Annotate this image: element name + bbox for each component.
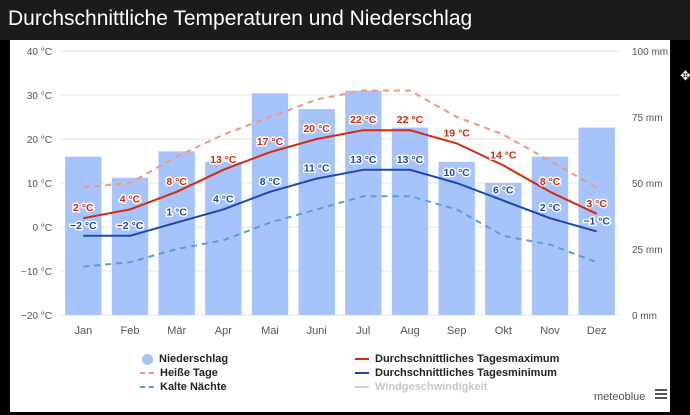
page-title: Durchschnittliche Temperaturen und Niede…	[8, 7, 473, 30]
precip-bar	[251, 93, 289, 315]
tmax-data-label: 2 °C	[73, 202, 94, 214]
legend: Niederschlag Heiße Tage Kalte Nächte Durchs…	[10, 40, 670, 412]
cold-series-line	[83, 195, 598, 268]
precip-bar	[391, 127, 429, 315]
legend-label: Heiße Tage	[160, 367, 218, 380]
legend-symbol	[355, 386, 369, 389]
x-tick-label: Feb	[121, 325, 140, 337]
legend-symbol	[355, 372, 369, 375]
legend-label: Kalte Nächte	[160, 381, 227, 394]
tmin-data-label: −2 °C	[117, 220, 144, 232]
y-right-tick-label: 0 mm	[632, 311, 657, 322]
tmin-data-label: 8 °C	[260, 176, 281, 188]
y-left-tick-label: 0 °C	[32, 223, 52, 234]
tmax-data-label: 22 °C	[397, 114, 424, 126]
y-right-tick-label: 100 mm	[632, 47, 668, 58]
move-cursor-icon: ✥	[680, 68, 690, 83]
x-tick-label: Jan	[74, 325, 92, 337]
tmin-data-label: 10 °C	[443, 167, 470, 179]
x-tick-label: Jul	[356, 325, 370, 337]
tmax-data-label: 22 °C	[350, 114, 377, 126]
x-tick-label: Mär	[167, 325, 186, 337]
x-tick-label: Apr	[215, 325, 232, 337]
legend-symbol	[140, 372, 154, 375]
precip-bar	[111, 177, 149, 315]
tmin-data-label: 1 °C	[166, 207, 187, 219]
legend-symbol	[355, 358, 369, 361]
chart-svg: −20 °C −10 °C 0 °C 10 °C 20 °C 30 °C 40 °C 0 mm…	[21, 47, 668, 337]
tmin-data-label: 13 °C	[397, 154, 424, 166]
hot-series-line	[83, 89, 598, 189]
legend-label: Niederschlag	[159, 353, 229, 366]
legend-label: Durchschnittliches Tagesminimum	[375, 367, 557, 380]
tmin-data-label: −2 °C	[70, 220, 97, 232]
precip-bar	[531, 156, 569, 315]
precip-bar	[578, 127, 615, 315]
tmax-data-label: 8 °C	[166, 176, 187, 188]
x-tick-label: Mai	[261, 325, 279, 337]
hamburger-menu-icon[interactable]	[655, 389, 667, 401]
tmin-data-label: 6 °C	[493, 185, 514, 197]
legend-item-wind[interactable]: Windgeschwindigkeit	[355, 381, 487, 393]
x-tick-label: Dez	[587, 325, 607, 337]
tmin-data-label: 11 °C	[304, 163, 330, 175]
tmax-data-label: 4 °C	[120, 193, 141, 205]
title-bar: Durchschnittliche Temperaturen und Niede…	[0, 0, 690, 40]
x-tick-label: Nov	[540, 325, 560, 337]
y-left-tick-label: −20 °C	[21, 311, 52, 322]
legend-symbol	[142, 353, 153, 365]
tmin-data-label: 4 °C	[213, 193, 234, 205]
tmax-data-label: 20 °C	[303, 123, 330, 135]
legend-item-hot[interactable]: Heiße Tage	[140, 367, 218, 379]
tmax-data-label: 17 °C	[257, 136, 284, 148]
tmin-series-line	[83, 168, 597, 237]
legend-symbol	[140, 386, 154, 389]
precip-bar	[158, 151, 195, 315]
legend-label: Durchschnittliches Tagesmaximum	[375, 353, 560, 366]
legend-item-cold[interactable]: Kalte Nächte	[140, 381, 227, 393]
x-tick-label: Aug	[400, 325, 420, 337]
brand-label: meteoblue	[594, 391, 646, 403]
tmax-data-label: 8 °C	[540, 176, 561, 188]
precip-bar	[205, 161, 242, 315]
tmin-data-label: −1 °C	[583, 215, 610, 227]
tmax-data-label: 3 °C	[586, 198, 607, 210]
chart-panel: −20 °C −10 °C 0 °C 10 °C 20 °C 30 °C 40 °C 0 mm…	[10, 40, 670, 412]
legend-label: Windgeschwindigkeit	[375, 381, 488, 394]
precip-bar	[345, 90, 382, 315]
legend-item-tmax[interactable]: Durchschnittliches Tagesmaximum	[355, 353, 559, 365]
tmin-data-label: 2 °C	[540, 202, 561, 214]
tmax-data-label: 13 °C	[210, 154, 237, 166]
y-left-tick-label: 40 °C	[27, 47, 52, 58]
tmax-data-label: 14 °C	[490, 149, 517, 161]
legend-item-tmin[interactable]: Durchschnittliches Tagesminimum	[355, 367, 557, 379]
x-tick-label: Juni	[307, 325, 327, 337]
x-tick-label: Okt	[495, 325, 512, 337]
tmax-series-line	[83, 129, 598, 220]
y-right-tick-label: 25 mm	[632, 245, 663, 256]
x-tick-label: Sep	[447, 325, 467, 337]
y-right-tick-label: 75 mm	[632, 113, 663, 124]
legend-item-precip[interactable]: Niederschlag	[140, 353, 228, 365]
y-left-tick-label: 10 °C	[27, 179, 52, 190]
tmax-data-label: 19 °C	[443, 127, 470, 139]
y-left-tick-label: −10 °C	[21, 267, 52, 278]
y-left-tick-label: 20 °C	[27, 135, 52, 146]
y-left-tick-label: 30 °C	[27, 91, 52, 102]
y-right-tick-label: 50 mm	[632, 179, 663, 190]
tmin-data-label: 13 °C	[350, 154, 377, 166]
